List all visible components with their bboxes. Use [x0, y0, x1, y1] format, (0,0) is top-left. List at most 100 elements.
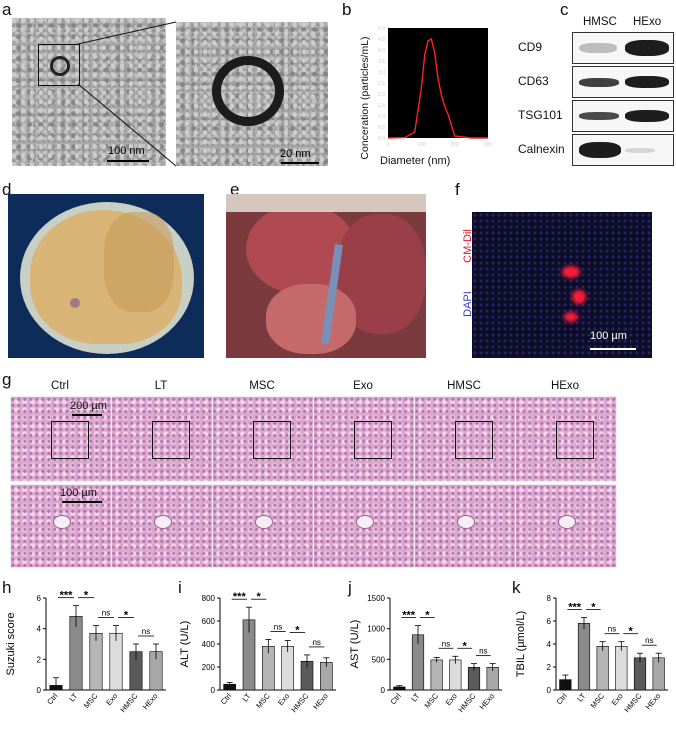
y-tick-label: 6 [37, 594, 42, 603]
wb-band [625, 76, 669, 88]
histology-low-mag [313, 396, 415, 482]
panel-label-f: f [455, 180, 460, 199]
sig-label: ns [442, 639, 450, 648]
y-axis-label: AST (U/L) [349, 620, 361, 669]
x-tick-label: Ctrl [219, 691, 234, 706]
nta-y-tick: 2.0 [378, 92, 385, 98]
wb-blot [572, 100, 674, 132]
nta-chart: 0.0 0.5 1.0 1.5 2.0 2.5 3.0 3.5 4.0 4.5 5.0 0 100 200… [378, 26, 493, 148]
nta-y-tick: 0.5 [378, 125, 385, 131]
fluor-scale-text: 100 µm [590, 330, 627, 342]
panel-label-a: a [2, 0, 12, 19]
panel-label-d: d [2, 180, 12, 199]
x-tick-label: HMSC [118, 691, 139, 714]
bar [109, 632, 123, 691]
bar [577, 622, 591, 691]
fluor-scale-bar [590, 348, 636, 350]
panel-label-e: e [230, 180, 240, 199]
histology-high-mag [515, 484, 617, 568]
sig-label: ns [479, 647, 487, 656]
bar [69, 616, 83, 691]
bar [596, 646, 609, 691]
panel-label-i: i [178, 578, 182, 597]
y-tick-label: 0 [547, 686, 552, 695]
nta-x-tick: 0 [387, 142, 390, 148]
x-tick-label: HMSC [289, 691, 310, 714]
y-tick-label: 400 [202, 640, 216, 649]
nta-x-tick: 200 [450, 142, 459, 148]
x-tick-label: Exo [610, 692, 625, 708]
sig-label: ns [645, 636, 653, 645]
sig-label: * [591, 602, 596, 614]
x-tick-label: Ctrl [554, 691, 569, 706]
nta-y-tick: 5.0 [378, 26, 385, 32]
wb-band [625, 40, 669, 56]
y-tick-label: 500 [372, 655, 386, 664]
x-tick-label: Exo [276, 692, 291, 708]
x-tick-label: LT [409, 691, 421, 703]
vesicle-zoomed [212, 56, 284, 126]
wb-row-label: TSG101 [518, 108, 563, 122]
y-axis-label: ALT (U/L) [179, 621, 191, 668]
y-tick-label: 2 [37, 655, 42, 664]
x-tick-label: HExo [311, 692, 330, 712]
nta-y-tick: 4.5 [378, 37, 385, 43]
bar [615, 646, 628, 691]
bar [449, 659, 462, 691]
histology-low-mag [414, 396, 516, 482]
tem-overview-image: 100 nm [12, 18, 166, 166]
x-tick-label: HMSC [622, 691, 643, 714]
bar [89, 632, 103, 691]
nta-series-line [387, 37, 488, 139]
histology-high-mag [10, 484, 112, 568]
x-tick-label: MSC [589, 691, 607, 710]
group-title: HExo [550, 380, 580, 392]
nta-x-tick: 300 [484, 142, 493, 148]
scale-text-right: 20 nm [280, 148, 311, 160]
sig-label: * [425, 610, 430, 622]
y-tick-label: 1500 [367, 594, 385, 603]
dil-spot [572, 290, 586, 304]
nta-y-tick: 0.0 [378, 136, 385, 142]
histology-high-mag [111, 484, 213, 568]
scale-bar-right [281, 162, 319, 164]
wb-col-hmsc: HMSC [583, 16, 617, 28]
y-tick-label: 0 [37, 686, 42, 695]
group-title: Exo [353, 380, 373, 392]
y-axis-label: Suzuki score [5, 613, 17, 676]
y-tick-label: 0 [211, 686, 216, 695]
wb-band [579, 142, 621, 158]
x-tick-label: HExo [644, 692, 663, 712]
histology-low-mag [212, 396, 314, 482]
histology-high-mag [414, 484, 516, 568]
sig-label: * [124, 610, 129, 622]
panel-label-j: j [348, 578, 352, 597]
histo-scale-bottom: 100 µm [60, 487, 97, 499]
nta-y-tick: 4.0 [378, 48, 385, 54]
dil-spot [564, 312, 578, 322]
sig-label: *** [233, 591, 247, 603]
histo-scale-bar-top [72, 414, 102, 416]
bar [633, 657, 647, 691]
transplant-photo [226, 194, 426, 358]
group-title: LT [154, 380, 168, 392]
sig-label: ns [608, 625, 616, 634]
histo-scale-top: 200 µm [70, 400, 107, 412]
wb-band [579, 43, 617, 53]
wb-row-label: Calnexin [518, 142, 565, 156]
histo-scale-bar-bottom [62, 501, 102, 503]
x-tick-label: HExo [478, 692, 497, 712]
x-tick-label: MSC [82, 691, 100, 710]
nta-y-tick: 3.5 [378, 59, 385, 65]
x-tick-label: LT [67, 691, 79, 703]
sig-label: * [295, 625, 300, 637]
bar [652, 657, 665, 691]
x-tick-label: Ctrl [45, 691, 60, 706]
sig-label: ns [274, 622, 282, 631]
nta-plot-area [388, 28, 488, 138]
y-tick-label: 6 [547, 617, 552, 626]
group-title: MSC [249, 380, 275, 392]
